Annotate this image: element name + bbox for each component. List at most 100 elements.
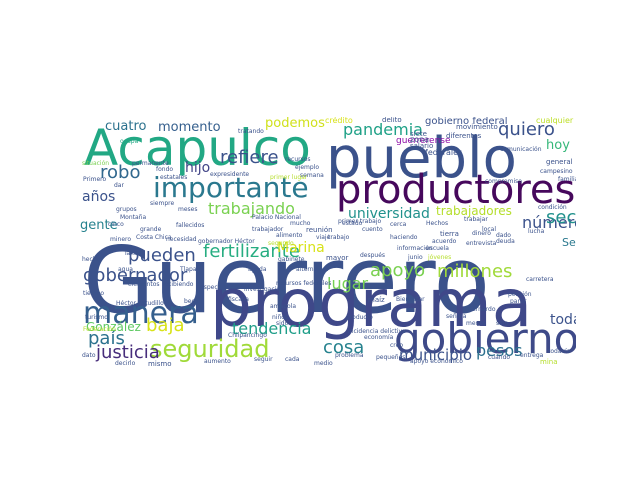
word: tratando bbox=[238, 128, 264, 135]
word: decirlo bbox=[115, 360, 136, 367]
word: situación bbox=[82, 160, 110, 167]
word: agua bbox=[118, 266, 133, 273]
word: minero bbox=[110, 236, 132, 243]
word-cloud: Guerrero programa pueblo Acapulco produc… bbox=[80, 117, 576, 367]
word: problema bbox=[335, 352, 364, 359]
word: Costa Chica bbox=[136, 234, 172, 241]
word: momento bbox=[158, 120, 221, 135]
word: mina bbox=[540, 358, 558, 366]
word: hijo bbox=[185, 160, 211, 176]
word: alternativa bbox=[296, 266, 329, 273]
word: trabajando bbox=[208, 199, 295, 218]
word: número bbox=[522, 213, 576, 232]
word: acuerdo bbox=[432, 238, 457, 245]
word: vez bbox=[372, 307, 383, 314]
word: Primero bbox=[83, 176, 107, 183]
word: tiempo bbox=[83, 290, 105, 297]
word: señora bbox=[446, 313, 467, 320]
word: tendencia bbox=[232, 319, 312, 338]
word: millones bbox=[437, 261, 513, 282]
word: gobierno bbox=[394, 314, 576, 363]
word: condición bbox=[538, 204, 567, 211]
word: cosa bbox=[323, 337, 365, 358]
word: primer lugar bbox=[270, 174, 308, 181]
word: guerrerense bbox=[396, 136, 451, 146]
word: dato bbox=[82, 352, 96, 359]
word: zona bbox=[410, 135, 430, 144]
word: lugar bbox=[327, 274, 369, 293]
word: crédito bbox=[325, 117, 353, 125]
word: sido bbox=[276, 320, 289, 327]
word: Seguridad Pública bbox=[562, 236, 576, 249]
word: cualquier bbox=[536, 117, 574, 125]
word: Hechos bbox=[426, 220, 449, 227]
word: trabajadores bbox=[436, 204, 512, 218]
word: ejemplo bbox=[295, 164, 320, 171]
word: productores bbox=[336, 167, 576, 213]
word: seguir bbox=[254, 356, 273, 363]
word: comunicación bbox=[500, 146, 542, 153]
word: haciendo bbox=[390, 234, 418, 241]
word: permanente bbox=[132, 160, 169, 167]
word: entrevista bbox=[466, 240, 497, 247]
word: beca bbox=[184, 298, 199, 305]
word: Palacio Nacional bbox=[252, 214, 301, 221]
word: semana bbox=[300, 172, 324, 179]
word: necesidad bbox=[166, 236, 197, 243]
word: dinero bbox=[472, 230, 491, 237]
word: salario bbox=[410, 142, 434, 150]
word: aumento bbox=[204, 358, 231, 365]
word: escuela bbox=[426, 245, 449, 252]
word: maíz bbox=[368, 296, 385, 304]
word: refiere bbox=[220, 147, 279, 168]
word: creo bbox=[390, 342, 403, 349]
word: general bbox=[546, 158, 573, 166]
word: secretario bbox=[546, 207, 576, 228]
word: menos bbox=[466, 320, 487, 327]
word: pandemia bbox=[343, 120, 423, 139]
word: Tlapa bbox=[180, 266, 197, 273]
word: podemos bbox=[265, 117, 325, 131]
word: Acapulco bbox=[84, 119, 311, 177]
word: cuento bbox=[362, 226, 383, 233]
word: Montaña bbox=[120, 214, 147, 221]
word: diferentes bbox=[446, 132, 482, 140]
word: cada bbox=[285, 356, 300, 363]
word: primer trabajo bbox=[338, 218, 382, 225]
word: Bernardo bbox=[468, 306, 496, 313]
word: ocupa bbox=[120, 138, 139, 145]
word: universidad bbox=[348, 206, 430, 222]
word: expresidente bbox=[210, 171, 250, 178]
word: baja bbox=[146, 315, 185, 336]
word: siempre bbox=[150, 200, 175, 207]
word: justicia bbox=[96, 342, 160, 363]
word: local bbox=[482, 226, 496, 233]
word: producto bbox=[346, 314, 373, 321]
word: gobernador Héctor bbox=[198, 238, 255, 245]
word: Federación bbox=[83, 326, 116, 333]
word: amapola bbox=[270, 303, 297, 310]
word: recursos federales bbox=[276, 280, 332, 287]
word: país bbox=[88, 328, 125, 349]
word: gobierno federal bbox=[425, 117, 508, 127]
word: delito bbox=[382, 117, 402, 124]
word: sino bbox=[496, 320, 509, 327]
word: grupos bbox=[116, 206, 137, 213]
word: seguridad bbox=[150, 335, 270, 363]
word: pueblo bbox=[326, 126, 517, 191]
word: compromiso bbox=[485, 178, 522, 185]
word: dar bbox=[114, 182, 124, 189]
word: jóvenes bbox=[428, 254, 452, 261]
word: federales bbox=[425, 148, 463, 157]
word: González bbox=[86, 320, 141, 334]
word: recursos bbox=[285, 156, 311, 163]
word: economía bbox=[364, 334, 394, 341]
word: partir bbox=[510, 298, 527, 305]
word: alimento bbox=[276, 232, 303, 239]
word: estatales bbox=[160, 174, 188, 181]
word: municipio bbox=[399, 346, 473, 364]
word: recibiendo bbox=[162, 281, 194, 288]
word: cuando bbox=[488, 354, 511, 361]
word: mismo bbox=[148, 360, 172, 368]
word: después bbox=[360, 252, 386, 259]
